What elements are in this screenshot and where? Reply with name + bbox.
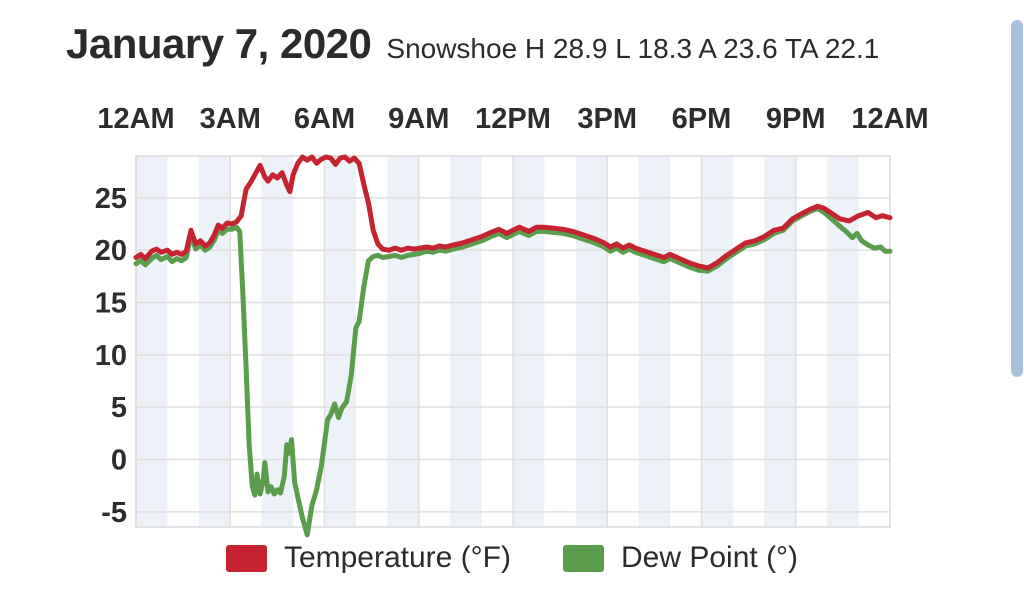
y-tick-label: -5: [101, 497, 127, 529]
dew-point-line: [133, 205, 893, 538]
temperature-swatch: [225, 544, 267, 572]
x-tick-label: 6AM: [294, 103, 355, 135]
legend: Temperature (°F) Dew Point (°): [0, 541, 1024, 575]
chart-header: January 7, 2020 Snowshoe H 28.9 L 18.3 A…: [66, 20, 879, 68]
hour-band: [701, 156, 733, 527]
hour-band: [136, 156, 168, 527]
dew-point-swatch: [563, 544, 604, 572]
chart-subtitle: Snowshoe H 28.9 L 18.3 A 23.6 TA 22.1: [386, 33, 880, 64]
dew-point-legend-label: Dew Point (°): [621, 541, 799, 574]
hour-band: [638, 156, 671, 527]
y-tick-label: 5: [111, 392, 127, 424]
hour-band: [450, 156, 482, 527]
temperature-line: [133, 154, 893, 271]
scrollbar-thumb[interactable]: [1011, 20, 1023, 377]
hour-band: [324, 156, 356, 527]
temperature-legend-label: Temperature (°F): [283, 541, 511, 574]
hour-band: [513, 156, 545, 527]
x-tick-label: 3PM: [577, 103, 637, 135]
hour-band: [387, 156, 419, 527]
hour-band: [198, 156, 231, 527]
hour-band: [764, 156, 796, 527]
x-tick-label: 3AM: [200, 103, 261, 135]
y-tick-label: 25: [95, 183, 127, 215]
plot-border: [135, 155, 891, 528]
x-tick-label: 9PM: [766, 103, 826, 135]
x-tick-label: 12AM: [97, 103, 174, 135]
legend-item-dew-point[interactable]: Dew Point (°): [563, 541, 798, 575]
chart-title: January 7, 2020: [66, 20, 372, 67]
y-tick-label: 20: [95, 235, 127, 267]
x-tick-label: 9AM: [388, 103, 449, 135]
y-tick-label: 0: [111, 444, 127, 476]
y-tick-label: 15: [95, 288, 127, 320]
x-tick-label: 12AM: [851, 103, 928, 135]
x-tick-label: 6PM: [672, 103, 732, 135]
x-tick-label: 12PM: [475, 103, 551, 135]
legend-item-temperature[interactable]: Temperature (°F): [225, 541, 511, 575]
hour-band: [575, 156, 608, 527]
y-tick-label: 10: [95, 340, 127, 372]
